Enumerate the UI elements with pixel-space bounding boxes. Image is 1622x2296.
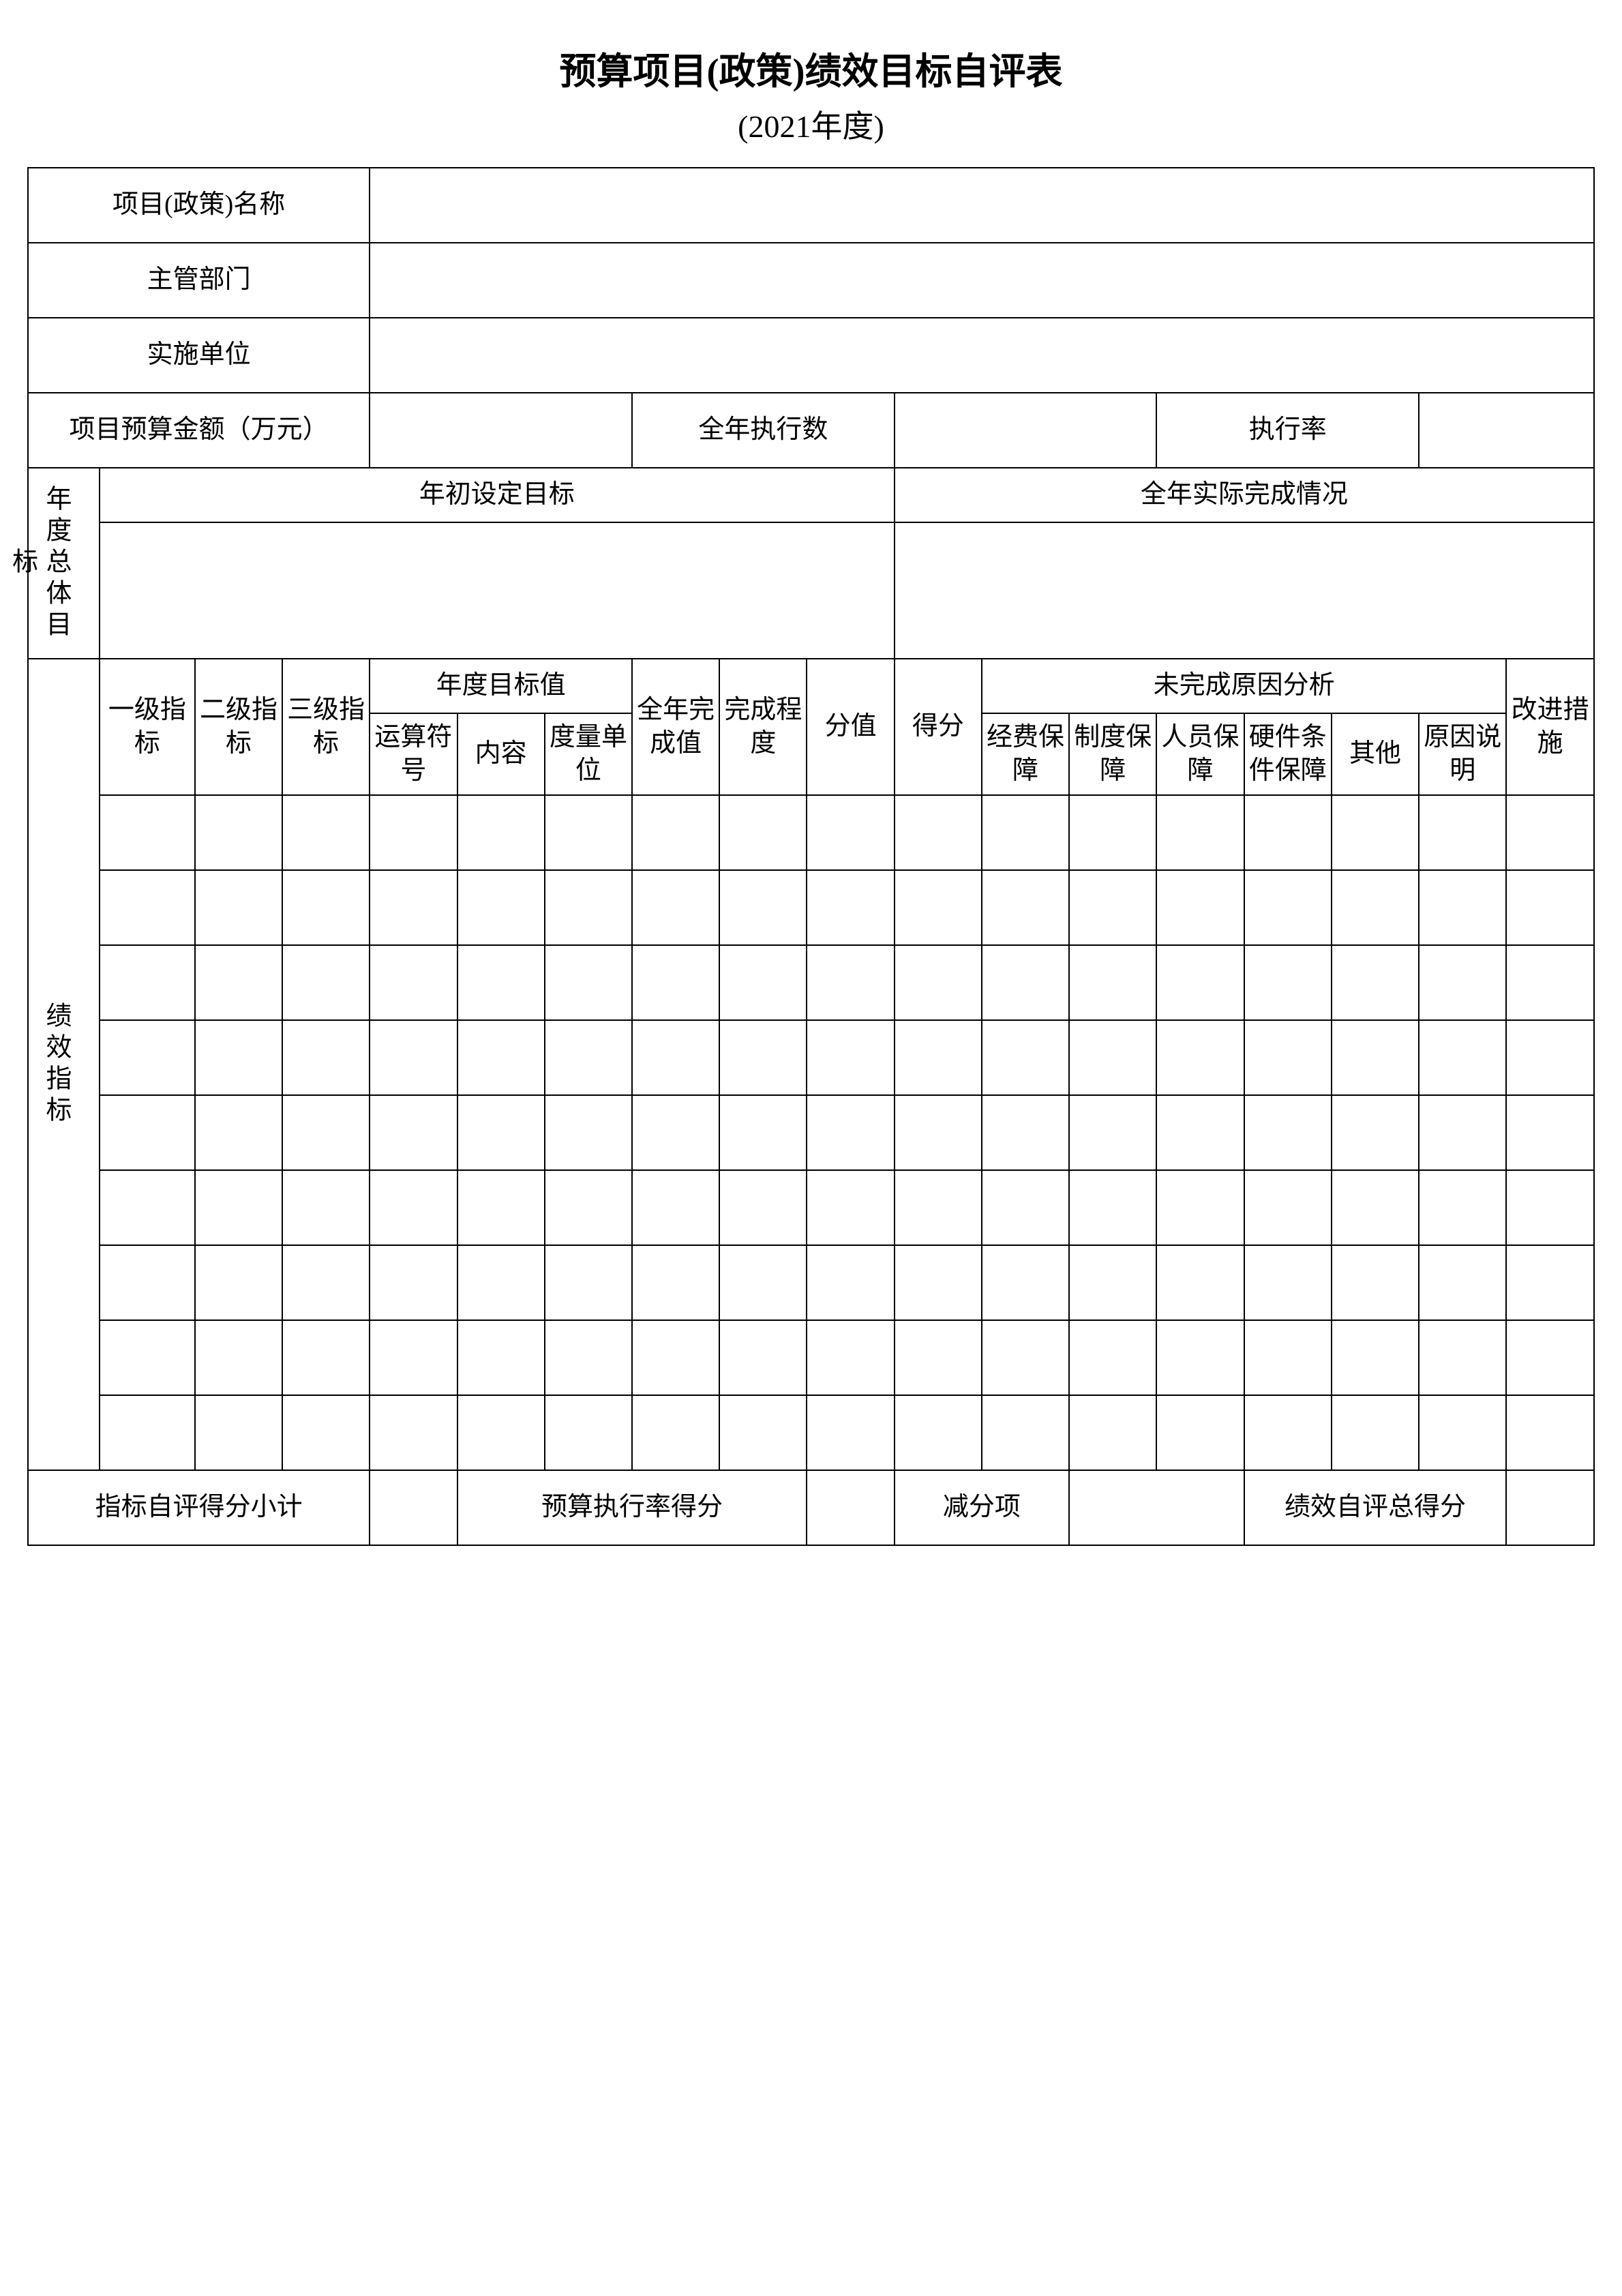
label-score: 得分 <box>895 659 982 795</box>
label-exec-rate: 执行率 <box>1156 393 1419 468</box>
label-perf-indicator: 绩效指标 <box>28 659 100 1470</box>
label-reason: 原因说明 <box>1419 713 1506 795</box>
label-hardware-guarantee: 硬件条件保障 <box>1244 713 1332 795</box>
label-personnel-guarantee: 人员保障 <box>1156 713 1244 795</box>
label-fund-guarantee: 经费保障 <box>982 713 1069 795</box>
label-score-value: 分值 <box>807 659 894 795</box>
table-row <box>28 1245 1594 1320</box>
label-level2: 二级指标 <box>195 659 282 795</box>
page-title: 预算项目(政策)绩效目标自评表 <box>27 41 1595 95</box>
value-deduction <box>1069 1470 1244 1545</box>
label-total-score: 绩效自评总得分 <box>1244 1470 1507 1545</box>
label-content: 内容 <box>457 713 545 795</box>
label-unit: 实施单位 <box>28 318 370 393</box>
page-subtitle: (2021年度) <box>27 102 1595 147</box>
value-budget <box>370 393 632 468</box>
evaluation-table: 项目(政策)名称 主管部门 实施单位 项目预算金额（万元） 全年执行数 执行率 … <box>27 167 1595 1546</box>
table-row <box>28 1095 1594 1170</box>
value-department <box>370 243 1594 318</box>
value-total-score <box>1506 1470 1594 1545</box>
label-project-name: 项目(政策)名称 <box>28 168 370 243</box>
table-row <box>28 945 1594 1020</box>
label-actual-completion: 全年实际完成情况 <box>895 468 1594 522</box>
label-budget: 项目预算金额（万元） <box>28 393 370 468</box>
label-annual-target: 年度目标值 <box>370 659 632 713</box>
label-deduction: 减分项 <box>895 1470 1069 1545</box>
table-row <box>28 795 1594 870</box>
value-actual-completion <box>895 522 1594 659</box>
value-exec-score <box>807 1470 894 1545</box>
table-row <box>28 870 1594 945</box>
label-incomplete-analysis: 未完成原因分析 <box>982 659 1506 713</box>
label-level1: 一级指标 <box>100 659 195 795</box>
value-subtotal <box>370 1470 457 1545</box>
label-department: 主管部门 <box>28 243 370 318</box>
label-operator: 运算符号 <box>370 713 457 795</box>
label-system-guarantee: 制度保障 <box>1069 713 1156 795</box>
value-project-name <box>370 168 1594 243</box>
label-annual-goal: 年度总体目标 <box>28 468 100 659</box>
value-annual-exec <box>895 393 1157 468</box>
label-unit-measure: 度量单位 <box>545 713 632 795</box>
label-improvement: 改进措施 <box>1506 659 1594 795</box>
label-annual-exec: 全年执行数 <box>632 393 895 468</box>
label-initial-goal: 年初设定目标 <box>100 468 895 522</box>
label-subtotal: 指标自评得分小计 <box>28 1470 370 1545</box>
table-row <box>28 1020 1594 1095</box>
value-exec-rate <box>1419 393 1594 468</box>
table-row <box>28 1170 1594 1245</box>
label-completion-degree: 完成程度 <box>719 659 807 795</box>
table-row <box>28 1320 1594 1395</box>
value-unit <box>370 318 1594 393</box>
value-initial-goal <box>100 522 895 659</box>
label-exec-score: 预算执行率得分 <box>457 1470 807 1545</box>
label-level3: 三级指标 <box>282 659 370 795</box>
label-annual-value: 全年完成值 <box>632 659 719 795</box>
label-other: 其他 <box>1332 713 1419 795</box>
table-row <box>28 1395 1594 1470</box>
